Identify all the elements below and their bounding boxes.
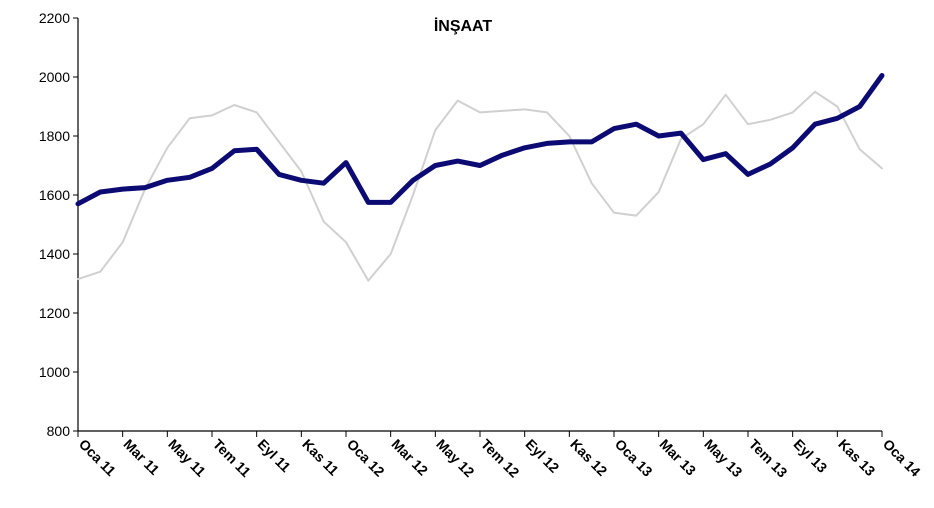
x-tick-label: Mar 12 <box>389 436 432 479</box>
x-tick-label: Tem 12 <box>478 436 523 481</box>
x-tick-label: Eyl 13 <box>791 436 831 476</box>
x-tick-label: May 13 <box>701 436 745 480</box>
y-tick-label: 1600 <box>39 187 70 203</box>
x-tick-label: Oca 14 <box>880 436 924 480</box>
x-tick-label: Kas 12 <box>567 436 610 479</box>
y-tick-label: 1000 <box>39 364 70 380</box>
y-tick-label: 2000 <box>39 69 70 85</box>
y-tick-label: 1400 <box>39 246 70 262</box>
x-tick-label: Oca 13 <box>612 436 656 480</box>
y-tick-label: 2200 <box>39 10 70 26</box>
x-tick-label: May 12 <box>433 436 477 480</box>
y-tick-label: 800 <box>47 423 71 439</box>
x-tick-label: Mar 13 <box>657 436 700 479</box>
y-tick-label: 1200 <box>39 305 70 321</box>
x-tick-label: Tem 11 <box>210 436 254 480</box>
x-tick-label: Oca 11 <box>76 436 119 479</box>
series-layer <box>75 73 885 282</box>
x-tick-label: May 11 <box>165 436 209 480</box>
x-tick-label: Kas 13 <box>835 436 878 479</box>
x-tick-label: Mar 11 <box>121 436 163 478</box>
series-line-2 <box>75 73 885 207</box>
x-tick-label: Oca 12 <box>344 436 388 480</box>
x-tick-label: Kas 11 <box>299 436 342 479</box>
x-tick-label: Tem 13 <box>746 436 791 481</box>
chart-title: İNŞAAT <box>434 17 493 35</box>
y-tick-label: 1800 <box>39 128 70 144</box>
x-tick-label: Eyl 11 <box>255 436 295 476</box>
series-line-1 <box>77 90 883 282</box>
x-tick-label: Eyl 12 <box>523 436 563 476</box>
